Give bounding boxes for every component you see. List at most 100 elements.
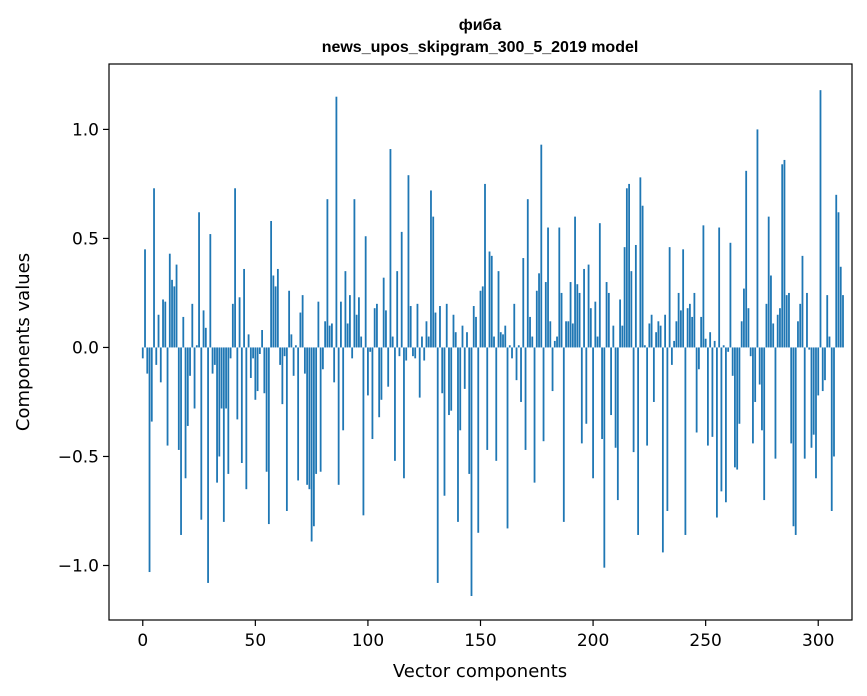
bar-28 — [204, 327, 207, 348]
bar-9 — [162, 299, 164, 348]
bar-208 — [610, 347, 612, 416]
bar-256 — [718, 227, 721, 348]
bar-303 — [824, 347, 826, 381]
bar-5 — [153, 188, 155, 348]
bar-287 — [788, 292, 790, 348]
bar-157 — [495, 347, 498, 461]
x-tick-label-50: 50 — [245, 631, 267, 651]
bar-94 — [353, 199, 356, 348]
bar-68 — [294, 345, 297, 348]
bar-289 — [792, 347, 795, 527]
bar-275 — [761, 347, 763, 431]
bar-107 — [382, 277, 385, 348]
bar-254 — [713, 340, 716, 348]
bar-200 — [592, 347, 594, 479]
bar-121 — [414, 347, 417, 359]
bar-52 — [258, 347, 261, 354]
bar-228 — [655, 332, 658, 348]
bar-134 — [443, 347, 446, 496]
bar-36 — [222, 347, 225, 522]
bar-57 — [270, 220, 273, 348]
bar-169 — [522, 258, 525, 348]
bar-197 — [585, 347, 588, 424]
bar-252 — [709, 332, 712, 348]
bar-173 — [531, 336, 534, 348]
bar-70 — [299, 312, 302, 348]
bar-271 — [752, 347, 754, 444]
bar-145 — [468, 347, 471, 474]
bar-165 — [513, 303, 516, 348]
bar-214 — [623, 247, 626, 348]
bar-142 — [461, 325, 464, 348]
bar-161 — [504, 325, 507, 348]
bar-20 — [186, 347, 189, 426]
bar-8 — [159, 347, 162, 383]
bar-42 — [236, 347, 239, 420]
bar-198 — [587, 264, 590, 348]
bar-37 — [225, 347, 227, 409]
bar-138 — [452, 314, 455, 348]
bar-274 — [758, 347, 761, 385]
bar-247 — [698, 347, 700, 370]
bar-216 — [628, 183, 630, 348]
bar-41 — [234, 188, 236, 348]
bar-209 — [612, 325, 615, 348]
bar-133 — [441, 347, 444, 394]
y-axis: −1.0 −0.5 0.0 0.5 1.0 — [58, 120, 109, 576]
bar-203 — [598, 223, 601, 348]
bar-300 — [817, 347, 820, 396]
bar-296 — [808, 347, 811, 350]
chart-subtitle: news_upos_skipgram_300_5_2019 model — [322, 39, 639, 56]
bar-190 — [569, 282, 572, 348]
bar-21 — [189, 347, 191, 376]
y-tick-label-1: −0.5 — [58, 447, 99, 467]
bars-group — [141, 90, 844, 597]
bar-217 — [630, 271, 633, 348]
bar-106 — [380, 347, 383, 400]
bar-76 — [312, 347, 315, 527]
bar-102 — [371, 347, 374, 440]
bar-218 — [632, 347, 635, 453]
bar-24 — [195, 345, 198, 348]
bar-2 — [146, 347, 149, 374]
bar-176 — [538, 273, 540, 348]
bar-69 — [297, 347, 300, 481]
bar-276 — [763, 347, 766, 501]
bar-88 — [340, 301, 342, 348]
x-axis: 0 50 100 150 200 250 300 — [137, 620, 834, 651]
bar-243 — [688, 303, 691, 348]
bar-83 — [328, 325, 331, 348]
bar-3 — [148, 347, 151, 573]
bar-185 — [558, 227, 561, 348]
bar-183 — [553, 340, 556, 348]
bar-35 — [220, 347, 223, 409]
bar-267 — [743, 288, 745, 348]
bar-268 — [745, 170, 748, 348]
bar-186 — [560, 292, 563, 348]
bar-146 — [470, 347, 473, 597]
bar-72 — [303, 347, 306, 374]
bar-281 — [774, 347, 777, 459]
bar-154 — [488, 251, 491, 348]
bar-80 — [321, 347, 324, 370]
bar-272 — [754, 347, 757, 402]
bar-260 — [727, 347, 730, 352]
bar-97 — [360, 336, 363, 348]
x-tick-label-100: 100 — [352, 631, 384, 651]
bar-294 — [803, 347, 806, 459]
bar-33 — [216, 347, 218, 483]
bar-6 — [155, 347, 158, 365]
bar-269 — [747, 308, 750, 348]
bar-124 — [421, 336, 423, 348]
bar-49 — [252, 347, 254, 359]
bar-60 — [276, 268, 279, 348]
bar-199 — [589, 308, 592, 348]
bar-187 — [562, 347, 565, 522]
bar-84 — [331, 323, 333, 348]
bar-95 — [355, 314, 358, 348]
y-tick-label-4: 1.0 — [72, 120, 99, 140]
bar-71 — [301, 295, 304, 348]
bar-130 — [434, 312, 437, 348]
bar-125 — [423, 347, 426, 361]
bar-277 — [765, 303, 768, 348]
